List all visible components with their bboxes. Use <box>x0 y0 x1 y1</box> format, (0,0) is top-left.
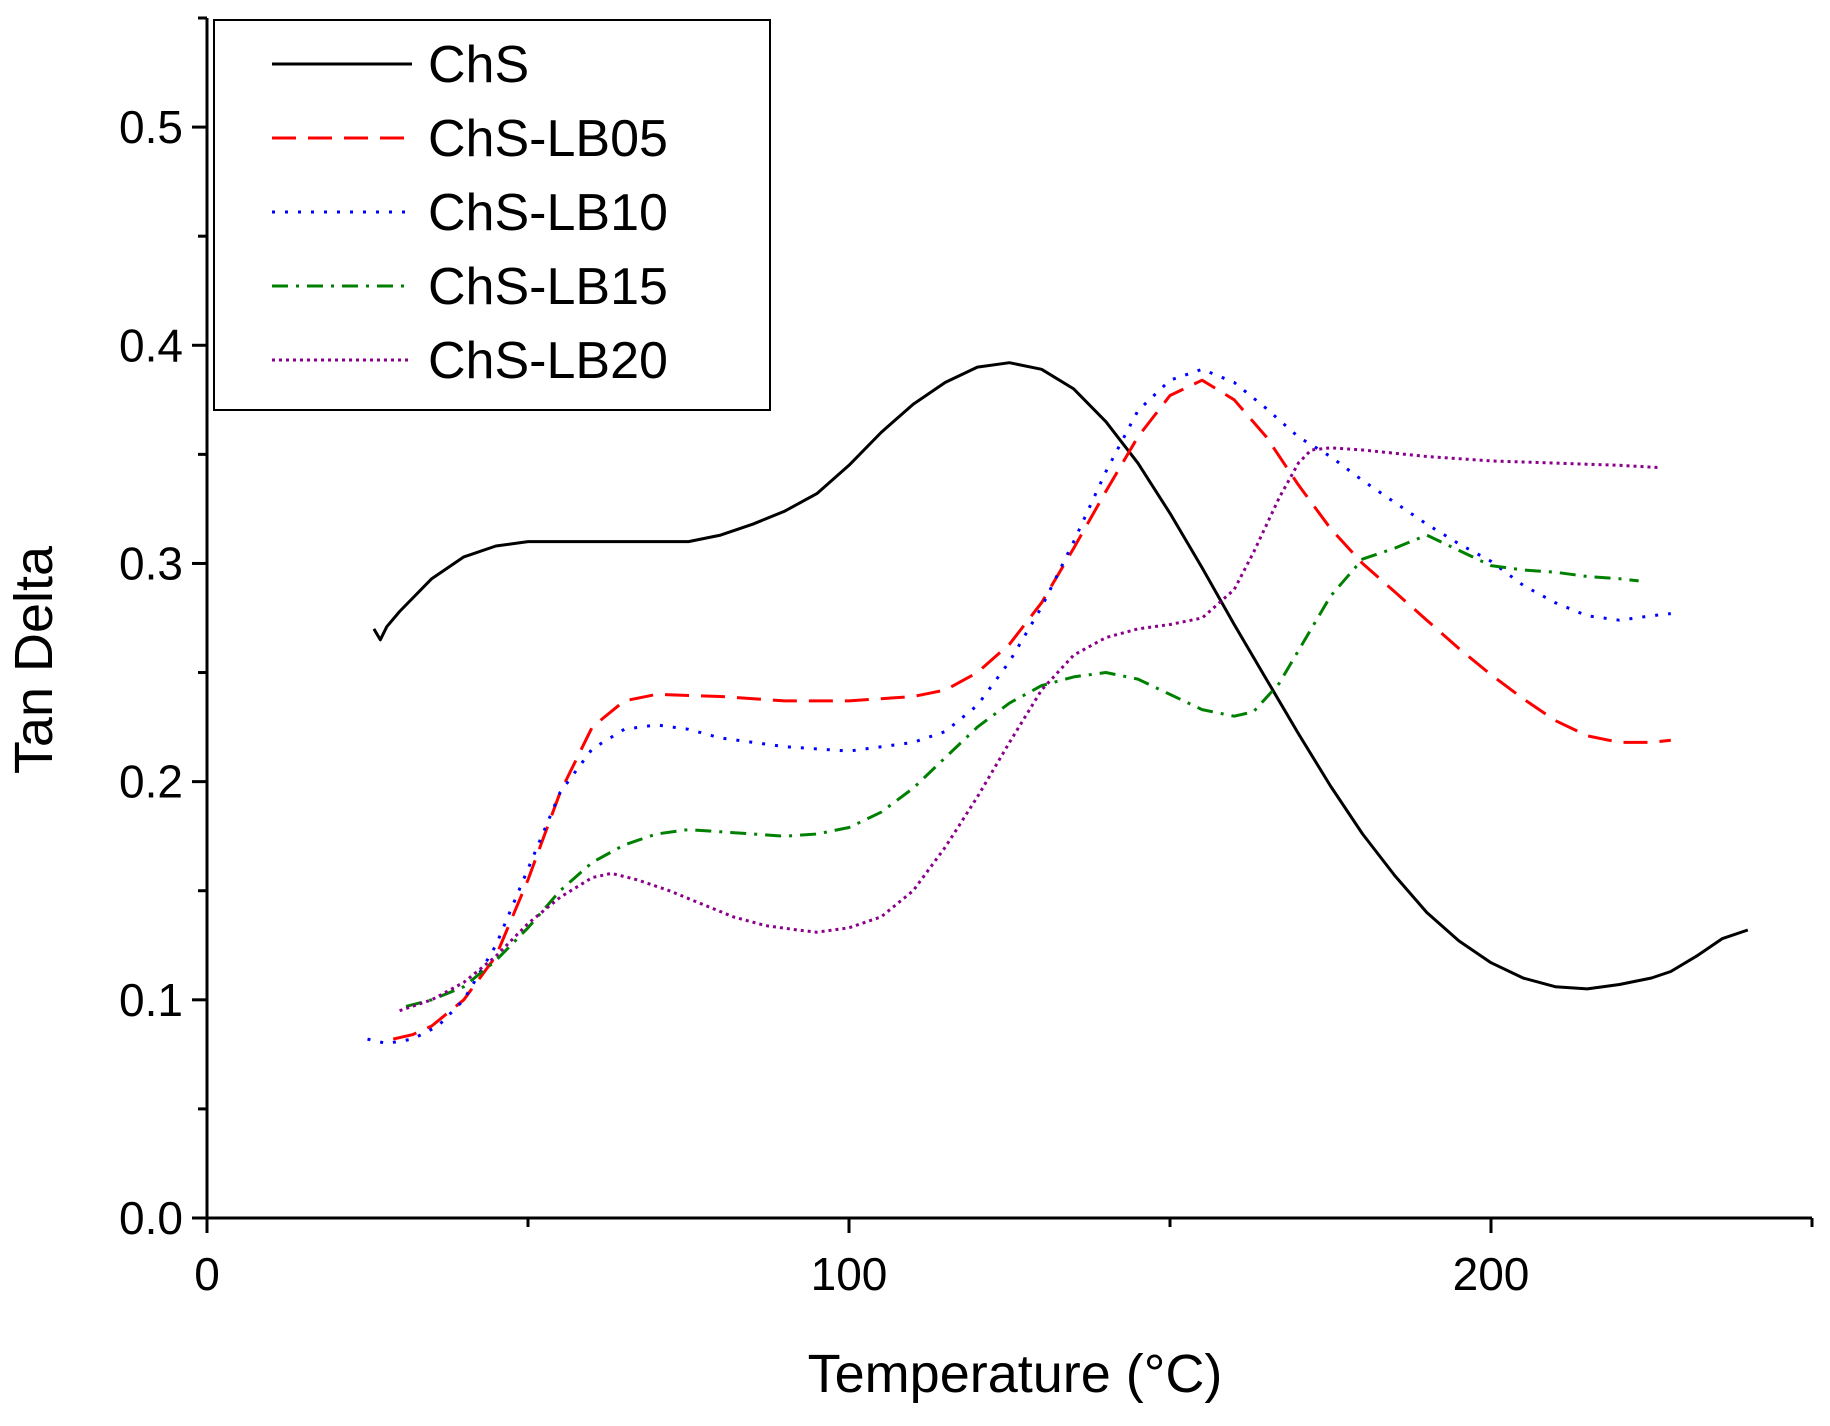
legend-label: ChS <box>428 36 529 94</box>
y-axis-title: Tan Delta <box>4 545 64 774</box>
x-tick-label: 200 <box>1453 1248 1530 1300</box>
y-tick-label: 0.3 <box>119 537 183 589</box>
legend-label: ChS-LB05 <box>428 110 668 168</box>
y-tick-label: 0.4 <box>119 319 183 371</box>
legend: ChS ChS-LB05 ChS-LB10 ChS-LB15 ChS-LB20 <box>213 19 771 411</box>
y-tick-label: 0.2 <box>119 756 183 808</box>
y-tick-label: 0.1 <box>119 974 183 1026</box>
plot-area <box>367 361 1749 1045</box>
legend-label: ChS-LB20 <box>428 332 668 390</box>
x-axis-title: Temperature (°C) <box>808 1344 1223 1404</box>
series-line-chs-lb05 <box>392 378 1671 1041</box>
legend-label: ChS-LB15 <box>428 258 668 316</box>
series-line-chs <box>372 361 1749 991</box>
x-tick-label: 100 <box>811 1248 888 1300</box>
y-axis: 0.0 0.1 0.2 0.3 0.4 0.5 <box>119 16 209 1244</box>
x-tick-label: 0 <box>194 1248 220 1300</box>
legend-box <box>213 19 771 411</box>
y-tick-label: 0.0 <box>119 1192 183 1244</box>
legend-label: ChS-LB10 <box>428 184 668 242</box>
y-tick-label: 0.5 <box>119 101 183 153</box>
series-line-chs-lb15 <box>405 533 1639 1008</box>
x-axis: 0 100 200 <box>194 1216 1814 1300</box>
